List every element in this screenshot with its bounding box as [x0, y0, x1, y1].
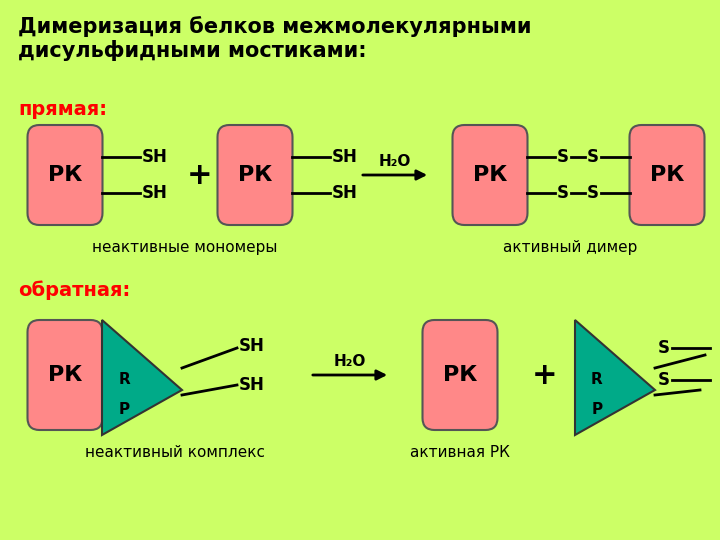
Text: S: S [557, 184, 569, 202]
Text: R: R [591, 373, 603, 388]
FancyBboxPatch shape [629, 125, 704, 225]
Text: S: S [587, 184, 599, 202]
Text: S: S [587, 148, 599, 166]
Text: SH: SH [142, 148, 168, 166]
FancyBboxPatch shape [423, 320, 498, 430]
FancyBboxPatch shape [452, 125, 528, 225]
Text: +: + [187, 160, 213, 190]
Text: неактивные мономеры: неактивные мономеры [92, 240, 278, 255]
Text: активная РК: активная РК [410, 445, 510, 460]
Text: H₂O: H₂O [334, 354, 366, 368]
Polygon shape [575, 320, 655, 435]
Text: Димеризация белков межмолекулярными
дисульфидными мостиками:: Димеризация белков межмолекулярными дису… [18, 16, 531, 62]
Text: обратная:: обратная: [18, 280, 130, 300]
Text: РК: РК [48, 365, 82, 385]
Text: S: S [658, 339, 670, 357]
FancyBboxPatch shape [27, 320, 102, 430]
Polygon shape [102, 320, 182, 435]
Text: РК: РК [48, 165, 82, 185]
Text: P: P [118, 402, 130, 417]
Text: H₂O: H₂O [379, 153, 411, 168]
Text: РК: РК [443, 365, 477, 385]
Text: активный димер: активный димер [503, 240, 637, 255]
Text: SH: SH [332, 184, 358, 202]
Text: РК: РК [238, 165, 272, 185]
Text: РК: РК [473, 165, 507, 185]
Text: неактивный комплекс: неактивный комплекс [85, 445, 265, 460]
Text: +: + [532, 361, 558, 389]
FancyBboxPatch shape [217, 125, 292, 225]
Text: РК: РК [650, 165, 684, 185]
Text: S: S [557, 148, 569, 166]
Text: SH: SH [239, 376, 265, 394]
Text: SH: SH [239, 337, 265, 355]
Text: S: S [658, 371, 670, 389]
Text: прямая:: прямая: [18, 100, 107, 119]
Text: SH: SH [142, 184, 168, 202]
Text: R: R [118, 373, 130, 388]
Text: SH: SH [332, 148, 358, 166]
Text: P: P [591, 402, 603, 417]
FancyBboxPatch shape [27, 125, 102, 225]
